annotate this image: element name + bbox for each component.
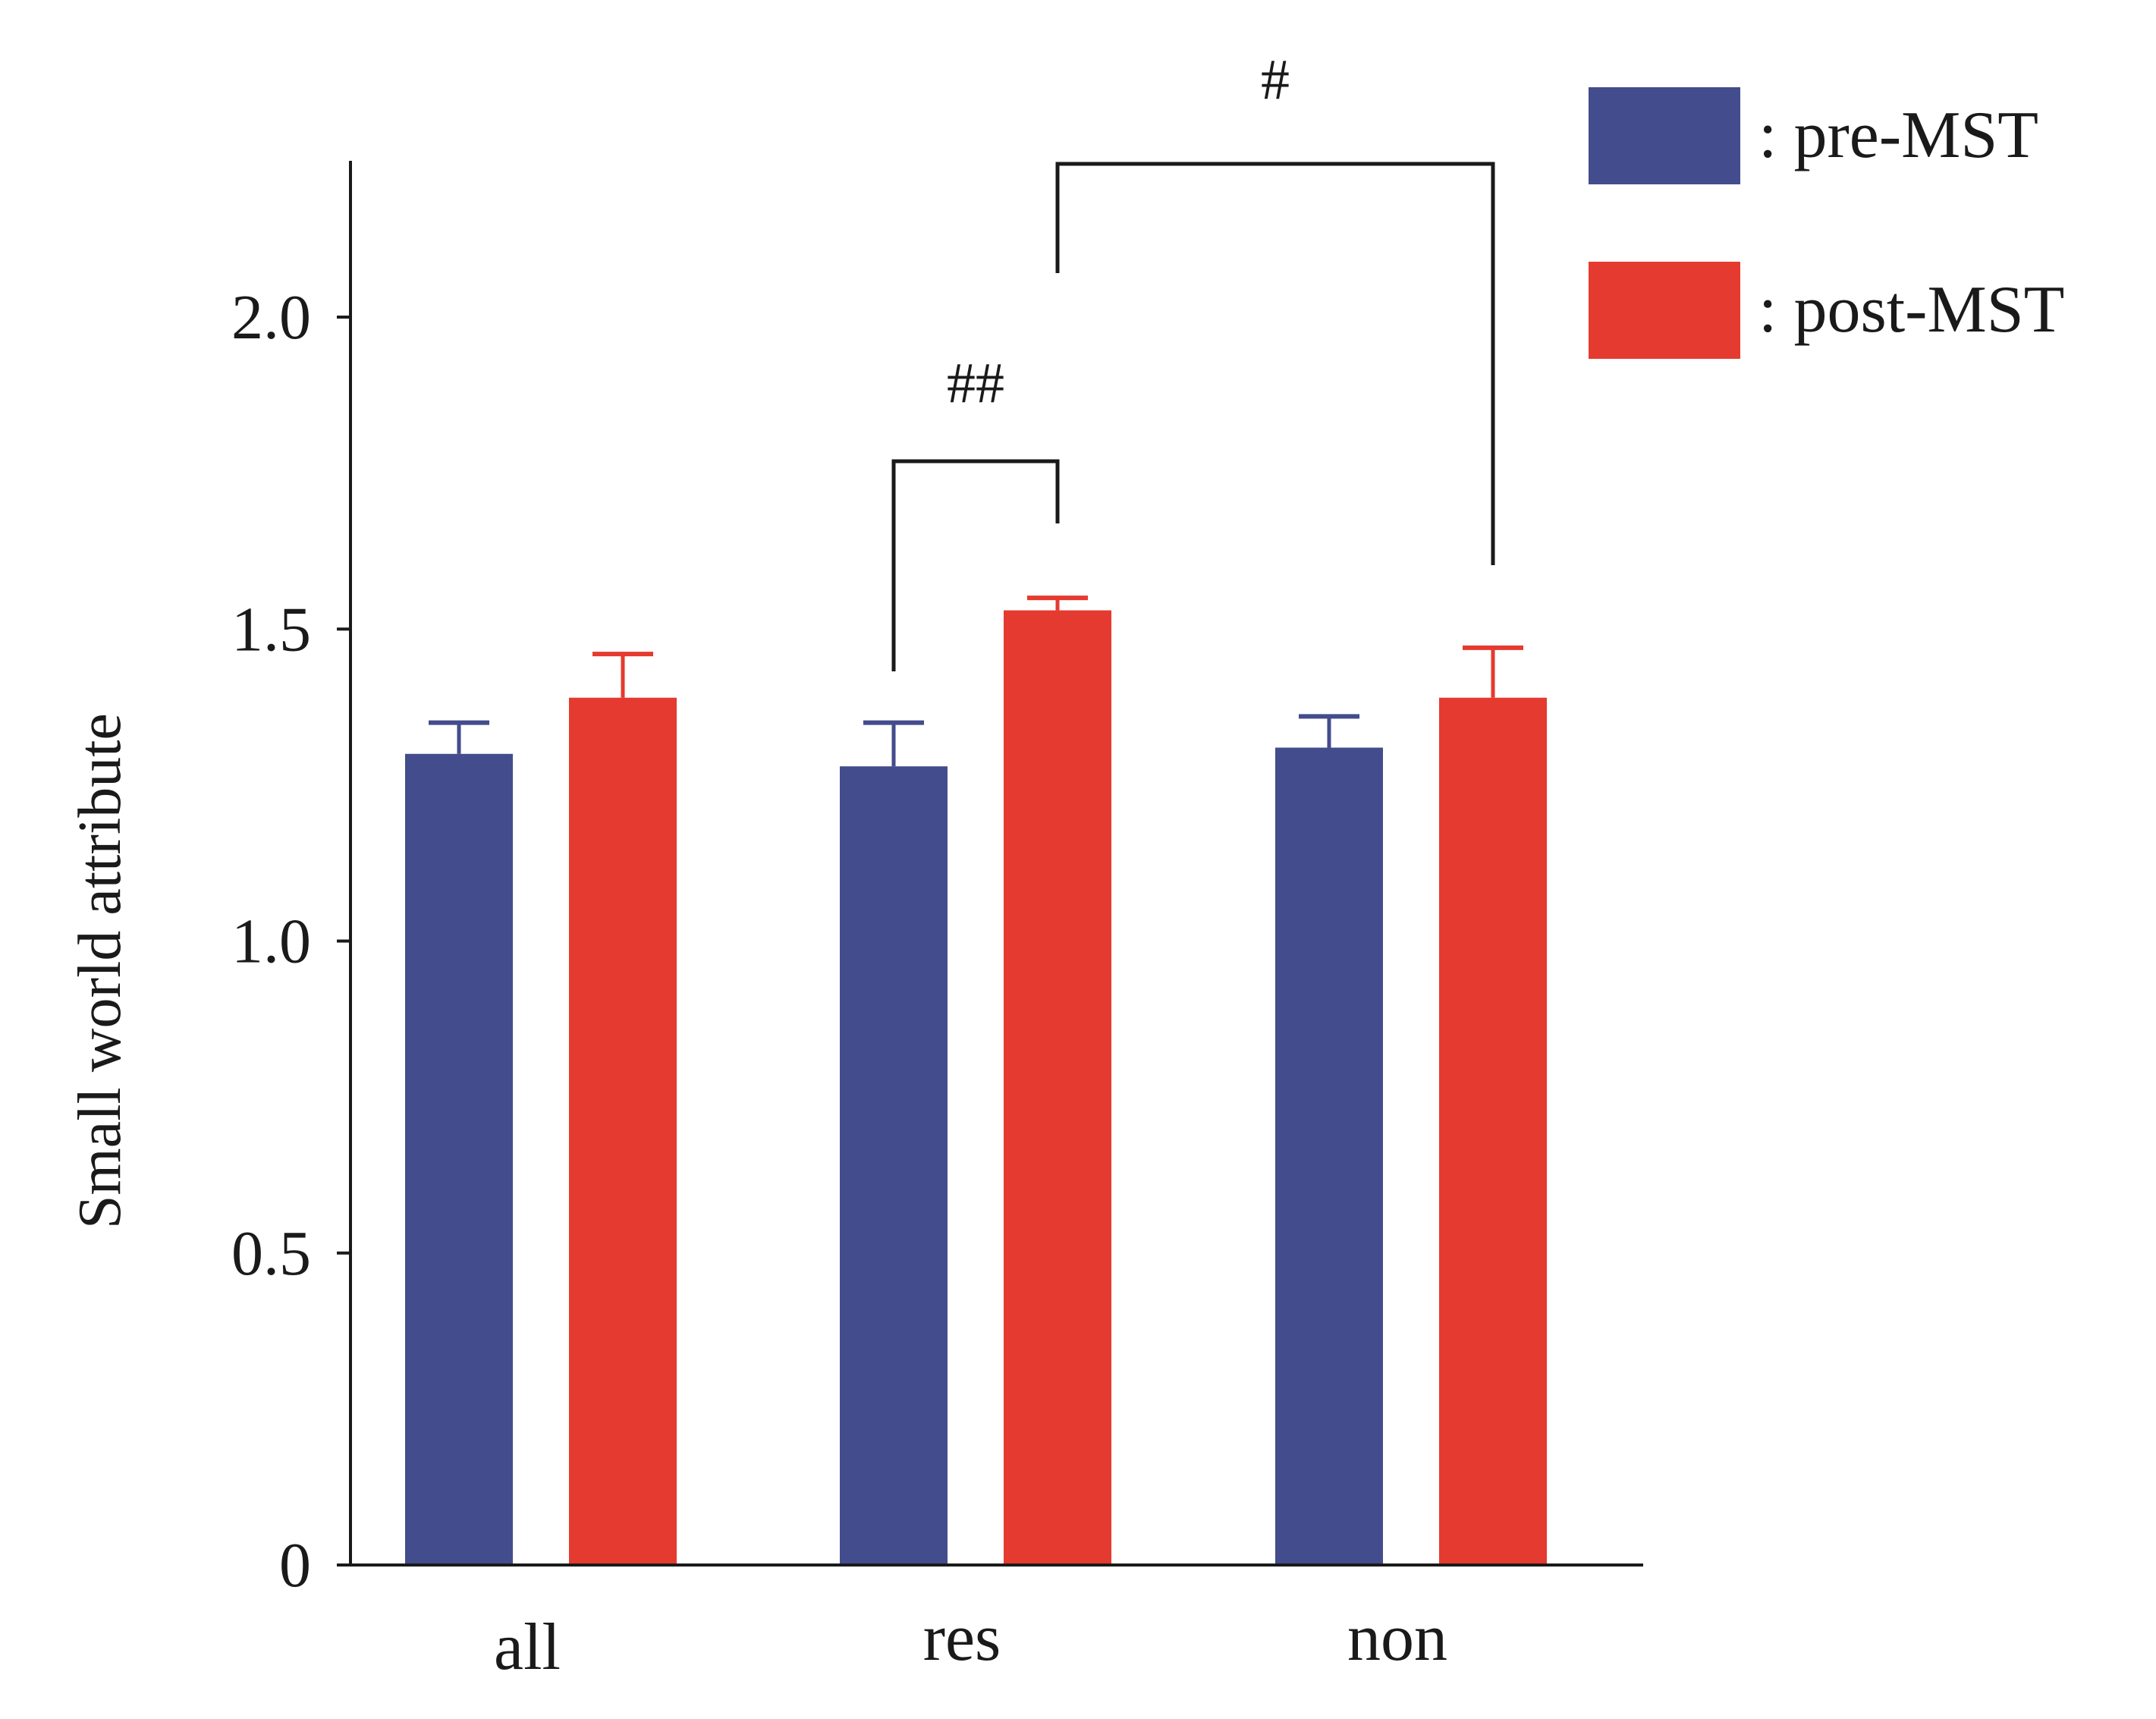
bar-non-1 xyxy=(1439,697,1547,1565)
legend-label: : pre-MST xyxy=(1758,99,2038,172)
bar-all-0 xyxy=(405,753,513,1565)
bar-non-0 xyxy=(1275,747,1383,1565)
bars-layer xyxy=(405,610,1547,1566)
x-category-label: all xyxy=(494,1611,561,1684)
legend-label: : post-MST xyxy=(1758,273,2064,347)
y-tick-label: 1.5 xyxy=(231,594,311,665)
y-axis-label: Small world attribute xyxy=(67,713,134,1229)
error-bars-layer xyxy=(429,596,1523,767)
bar-all-1 xyxy=(569,697,677,1565)
significance-layer: ### xyxy=(891,48,1495,671)
bar-res-1 xyxy=(1004,610,1111,1566)
x-category-label: res xyxy=(923,1601,1001,1675)
y-tick-label: 1.0 xyxy=(231,907,311,977)
y-tick-label: 0 xyxy=(279,1530,311,1601)
bar-res-0 xyxy=(840,766,948,1566)
legend-swatch-0 xyxy=(1589,87,1740,184)
axes-layer: 0 0.5 1.0 1.5 2.0 all res non xyxy=(231,161,1643,1684)
significance-bracket xyxy=(891,459,1060,671)
legend: : pre-MST : post-MST xyxy=(1589,87,2064,359)
significance-mark: # xyxy=(1261,48,1290,112)
y-tick-label: 0.5 xyxy=(231,1218,311,1289)
significance-mark: ## xyxy=(947,351,1004,415)
legend-swatch-1 xyxy=(1589,262,1740,359)
x-category-label: non xyxy=(1347,1601,1447,1675)
significance-bracket xyxy=(1055,162,1495,565)
y-tick-label: 2.0 xyxy=(231,282,311,353)
